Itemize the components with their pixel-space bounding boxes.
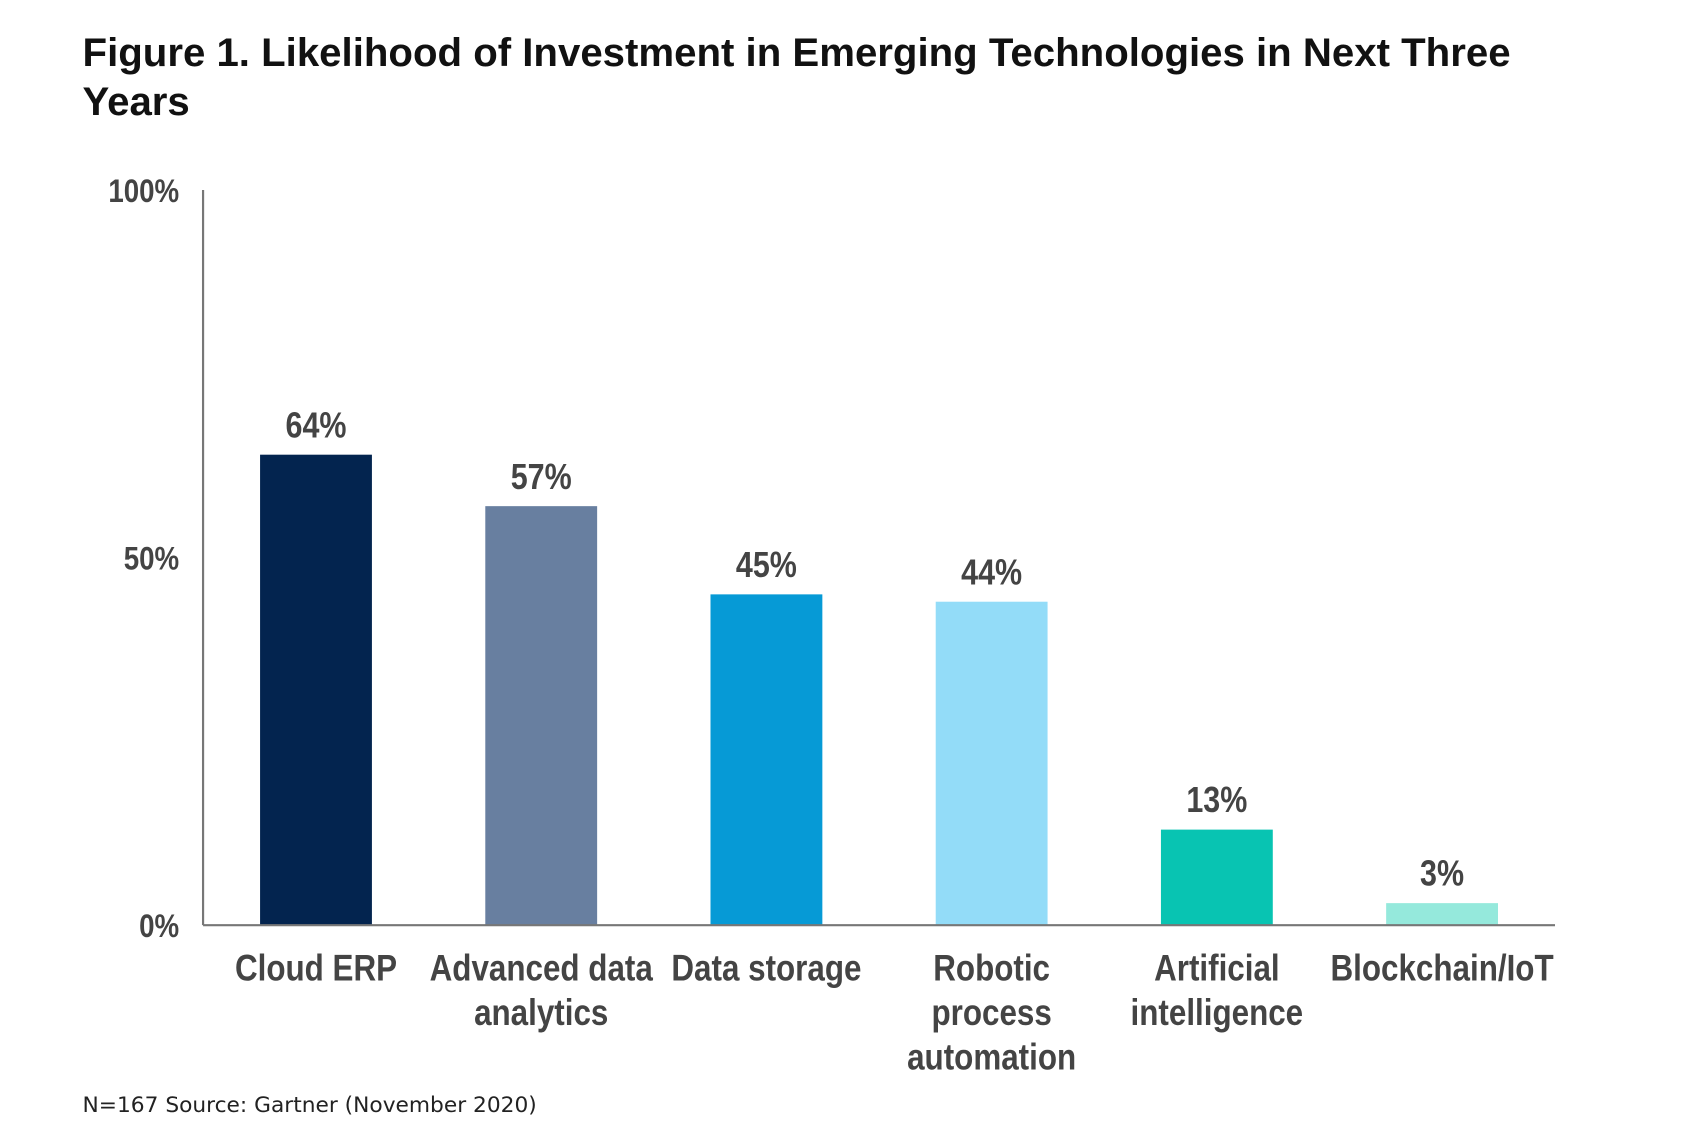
x-tick-label: Robotic (933, 948, 1050, 989)
y-tick-label: 100% (108, 174, 179, 210)
data-label: 45% (736, 546, 797, 586)
bar (485, 506, 598, 926)
data-label: 64% (286, 406, 347, 446)
x-tick-label: automation (907, 1037, 1076, 1078)
y-tick-label: 50% (124, 542, 180, 578)
x-tick-label: Blockchain/IoT (1331, 948, 1554, 989)
bar (1160, 829, 1273, 926)
x-tick-label: Advanced data (430, 948, 654, 989)
footnote: N=167 Source: Gartner (November 2020) (82, 1091, 537, 1118)
x-tick-label: intelligence (1131, 993, 1304, 1034)
x-tick-label: Artificial (1154, 948, 1280, 989)
data-label: 13% (1186, 781, 1247, 821)
x-tick-label: analytics (474, 993, 608, 1034)
data-label: 3% (1420, 855, 1464, 895)
chart-title: Figure 1. Likelihood of Investment in Em… (82, 30, 1511, 124)
bar (1386, 903, 1498, 926)
bar-chart: 0% 50% 100% 64% Cloud ERP 57% Advanced dataana… (108, 174, 1556, 1078)
data-label: 57% (511, 458, 572, 498)
bar (935, 601, 1048, 926)
data-label: 44% (961, 553, 1022, 593)
bar (260, 454, 372, 926)
x-tick-label: Cloud ERP (235, 948, 397, 989)
x-tick-label: Data storage (671, 948, 861, 989)
bar (710, 594, 823, 926)
y-tick-label: 0% (139, 909, 179, 945)
x-tick-label: process (931, 993, 1051, 1034)
